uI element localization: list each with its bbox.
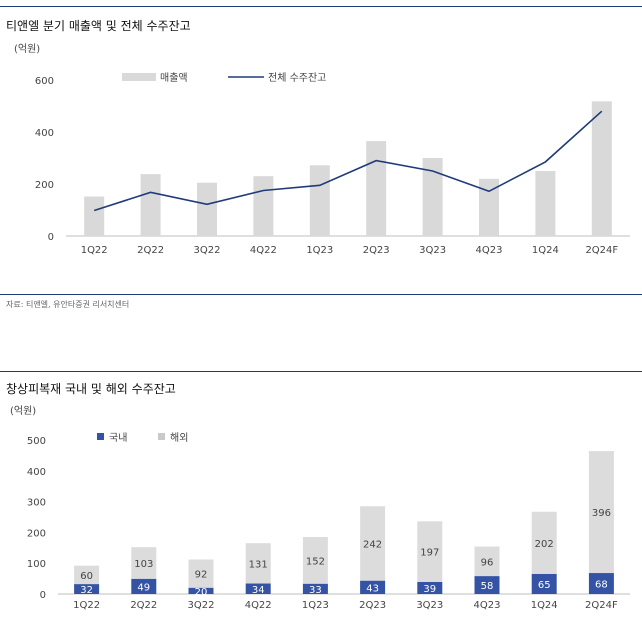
bottom-rule — [0, 371, 642, 372]
chart1-bar-3q22 — [197, 182, 217, 236]
chart2-x-tick: 3Q23 — [416, 600, 443, 611]
chart2-svg: (억원) 0 100 200 300 400 500 60 32 1Q22 103 49 2Q22 92 2… — [10, 405, 630, 611]
chart2-label-overseas: 152 — [306, 556, 325, 567]
chart1-legend-bar-label: 매출액 — [160, 72, 188, 84]
chart2-label-overseas: 202 — [535, 539, 554, 550]
chart1-x-tick: 1Q24 — [532, 245, 559, 256]
chart2-x-tick: 4Q22 — [245, 600, 272, 611]
chart2-unit-label: (억원) — [10, 405, 36, 417]
chart2-bar-domestic-3q22 — [188, 587, 214, 594]
chart1-x-tick: 4Q23 — [476, 245, 503, 256]
chart2-bar-overseas-2q23 — [360, 506, 386, 581]
chart1-x-tick: 2Q24F — [585, 245, 618, 256]
chart2-y-tick: 400 — [27, 467, 46, 478]
chart2-label-domestic: 68 — [595, 580, 608, 591]
chart2-label-overseas: 103 — [134, 559, 153, 570]
chart2-label-domestic: 34 — [252, 585, 265, 596]
chart1-unit-label: (억원) — [14, 43, 40, 55]
chart1-x-tick: 1Q22 — [81, 245, 108, 256]
chart2-label-overseas: 242 — [363, 539, 382, 550]
chart1-title: 티앤엘 분기 매출액 및 전체 수주잔고 — [6, 19, 191, 33]
chart2-bar-overseas-2q24f — [588, 451, 614, 574]
chart2-label-overseas: 197 — [420, 548, 439, 559]
chart2-title: 창상피복재 국내 및 해외 수주잔고 — [6, 382, 176, 396]
source-note: 자료: 티앤엘, 유안타증권 리서치센터 — [6, 300, 130, 309]
chart2-label-overseas: 60 — [80, 571, 93, 582]
chart2-label-overseas: 96 — [481, 557, 494, 568]
chart2-bar-overseas-1q23 — [302, 537, 328, 584]
chart1-x-tick: 3Q23 — [419, 245, 446, 256]
chart2-x-tick: 1Q24 — [531, 600, 558, 611]
chart1-y-tick: 600 — [35, 76, 54, 87]
chart2-x-tick: 1Q22 — [73, 600, 100, 611]
chart1-x-tick: 2Q23 — [363, 245, 390, 256]
top-bottom-rule — [0, 294, 642, 295]
chart2-bar-domestic-1q24 — [531, 573, 557, 594]
chart2-bar-domestic-2q23 — [360, 580, 386, 594]
chart1-legend-bar-swatch — [122, 73, 156, 81]
chart1-bar-2q22 — [140, 174, 161, 236]
chart1-bar-1q24 — [535, 171, 556, 236]
chart2-bar-overseas-4q23 — [474, 546, 500, 577]
chart1-y-tick: 200 — [35, 180, 54, 191]
chart2-legend-overseas-label: 해외 — [170, 431, 188, 444]
chart2-bar-domestic-1q22 — [74, 584, 100, 594]
chart2-bar-overseas-1q24 — [531, 511, 557, 574]
chart2-label-overseas: 131 — [249, 559, 268, 570]
chart1-bar-2q24f — [591, 101, 612, 236]
chart2-bar-overseas-1q22 — [74, 565, 100, 585]
chart2-legend-domestic-swatch — [97, 433, 104, 440]
chart1-legend-line-label: 전체 수주잔고 — [268, 72, 326, 84]
chart2-label-overseas: 396 — [592, 508, 611, 519]
chart1-y-tick: 400 — [35, 128, 54, 139]
chart1-svg: (억원) 0 200 400 600 1Q22 2Q22 3Q22 4Q22 1Q23 2Q23 3Q… — [14, 43, 630, 256]
chart1-bar-1q23 — [309, 165, 330, 236]
chart2-label-domestic: 43 — [366, 583, 379, 594]
chart2-bar-domestic-3q23 — [417, 581, 443, 594]
chart2-x-tick: 1Q23 — [302, 600, 329, 611]
chart2-legend-domestic-label: 국내 — [109, 432, 127, 444]
chart2-x-tick: 2Q22 — [130, 600, 157, 611]
chart2-y-tick: 500 — [27, 436, 46, 447]
chart1-x-tick: 1Q23 — [306, 245, 333, 256]
chart1-bar-2q23 — [366, 141, 387, 236]
chart1-x-tick: 3Q22 — [194, 245, 221, 256]
chart2-bar-domestic-4q22 — [245, 583, 271, 594]
chart2-label-domestic: 49 — [137, 582, 150, 593]
chart2-bar-domestic-4q23 — [474, 576, 500, 594]
chart2-y-tick: 200 — [27, 528, 46, 539]
chart2-x-tick: 2Q23 — [359, 600, 386, 611]
chart1-bar-3q23 — [422, 158, 443, 236]
chart2-bar-overseas-4q22 — [245, 543, 271, 584]
chart2-bar-overseas-3q22 — [188, 559, 214, 588]
chart2-bar-domestic-2q22 — [131, 578, 157, 594]
chart2-label-domestic: 20 — [195, 587, 208, 598]
chart2-bar-overseas-3q23 — [417, 521, 443, 582]
chart2-bar-domestic-2q24f — [588, 573, 614, 594]
chart1-x-tick: 2Q22 — [137, 245, 164, 256]
chart2-label-domestic: 33 — [309, 585, 322, 596]
chart1-bar-4q23 — [479, 178, 499, 236]
chart2-x-tick: 4Q23 — [474, 600, 501, 611]
chart2-y-tick: 100 — [27, 559, 46, 570]
chart2-label-domestic: 58 — [481, 581, 494, 592]
chart2-y-tick: 0 — [40, 590, 46, 601]
chart1-x-tick: 4Q22 — [250, 245, 277, 256]
chart2-bar-domestic-1q23 — [302, 583, 328, 594]
chart2-y-tick: 300 — [27, 498, 46, 509]
chart2-label-domestic: 32 — [80, 585, 93, 596]
chart1-y-tick: 0 — [48, 232, 54, 243]
chart2-x-tick: 3Q22 — [188, 600, 215, 611]
chart2-legend-overseas-swatch — [158, 433, 165, 440]
chart2-label-overseas: 92 — [195, 570, 208, 581]
chart2-label-domestic: 65 — [538, 580, 551, 591]
chart1-bar-4q22 — [253, 176, 274, 236]
chart2-label-domestic: 39 — [423, 584, 436, 595]
chart1-bar-1q22 — [84, 196, 105, 236]
top-rule — [0, 6, 642, 7]
chart2-bar-overseas-2q22 — [131, 547, 157, 579]
chart1-line-backlog — [93, 110, 603, 212]
chart2-x-tick: 2Q24F — [585, 600, 618, 611]
